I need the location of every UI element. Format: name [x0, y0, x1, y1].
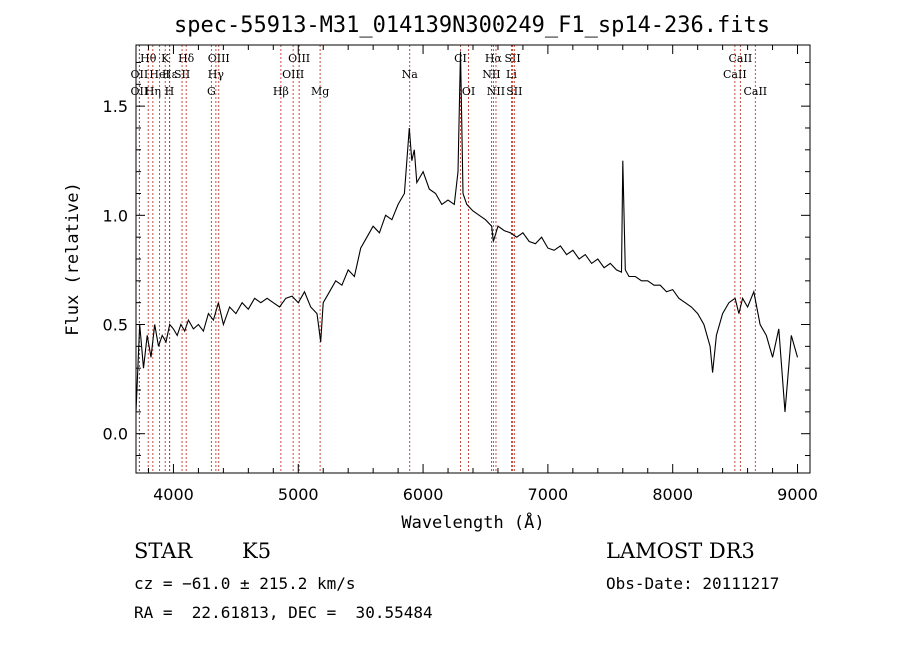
chart-title: spec-55913-M31_014139N300249_F1_sp14-236…: [174, 13, 770, 38]
marker-label: H: [165, 85, 175, 98]
survey-name: LAMOST DR3: [606, 539, 755, 563]
y-axis-label: Flux (relative): [63, 182, 83, 336]
marker-label: OIII: [288, 52, 310, 65]
marker-label: Li: [506, 68, 517, 81]
marker-label: HeI: [149, 68, 169, 81]
x-tick-label: 4000: [153, 485, 194, 504]
spectrum-line: [135, 51, 799, 412]
marker-label: Hη: [145, 85, 161, 98]
marker-label: K: [161, 52, 170, 65]
marker-label: G: [207, 85, 216, 98]
marker-label: Hθ: [140, 52, 157, 65]
axis-ticks: 4000 5000 6000 7000 8000 9000 0.0 0.5 1.0 1.5: [103, 45, 818, 504]
object-class: STAR: [134, 539, 193, 563]
obs-date-text: Obs-Date: 20111217: [606, 574, 780, 593]
marker-label: CaII: [723, 68, 747, 81]
y-tick-label: 1.0: [103, 206, 128, 225]
object-subclass: K5: [242, 539, 272, 563]
y-tick-label: 0.0: [103, 425, 128, 444]
marker-label: OII: [131, 85, 149, 98]
marker-label: Hβ: [273, 85, 289, 98]
marker-label: OI: [462, 85, 475, 98]
marker-label: CaII: [743, 85, 767, 98]
marker-label: SII: [174, 68, 190, 81]
marker-label: Hα: [485, 52, 503, 65]
y-tick-label: 1.5: [103, 97, 128, 116]
plot-frame: [135, 44, 811, 474]
marker-label: NII: [482, 68, 500, 81]
marker-label: Hγ: [208, 68, 225, 81]
y-tick-label: 0.5: [103, 316, 128, 335]
marker-label: Na: [402, 68, 419, 81]
marker-label: Hδ: [178, 52, 195, 65]
marker-label: Mg: [311, 85, 329, 98]
marker-label: SII: [504, 52, 520, 65]
x-tick-label: 9000: [777, 485, 818, 504]
marker-label: OIII: [208, 52, 230, 65]
redshift-text: cz = −61.0 ± 215.2 km/s: [134, 574, 356, 593]
marker-label: OIII: [282, 68, 304, 81]
x-tick-label: 8000: [652, 485, 693, 504]
x-tick-label: 6000: [403, 485, 444, 504]
marker-label: NII: [487, 85, 505, 98]
x-tick-label: 5000: [278, 485, 319, 504]
coords-text: RA = 22.61813, DEC = 30.55484: [134, 603, 433, 622]
marker-label: SII: [506, 85, 522, 98]
marker-label: CaII: [729, 52, 753, 65]
x-axis-label: Wavelength (Å): [401, 511, 544, 533]
x-tick-label: 7000: [528, 485, 569, 504]
